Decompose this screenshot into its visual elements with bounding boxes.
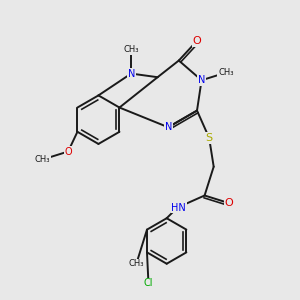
Text: N: N	[164, 122, 172, 132]
Text: CH₃: CH₃	[218, 68, 234, 77]
Text: Cl: Cl	[144, 278, 153, 288]
Text: S: S	[206, 133, 213, 143]
Text: N: N	[198, 75, 205, 85]
Text: CH₃: CH₃	[123, 45, 139, 54]
Text: CH₃: CH₃	[34, 154, 50, 164]
Text: O: O	[64, 146, 72, 157]
Text: N: N	[128, 69, 135, 79]
Text: O: O	[224, 198, 233, 208]
Text: HN: HN	[171, 202, 186, 213]
Text: O: O	[193, 36, 201, 46]
Text: CH₃: CH₃	[129, 259, 144, 268]
